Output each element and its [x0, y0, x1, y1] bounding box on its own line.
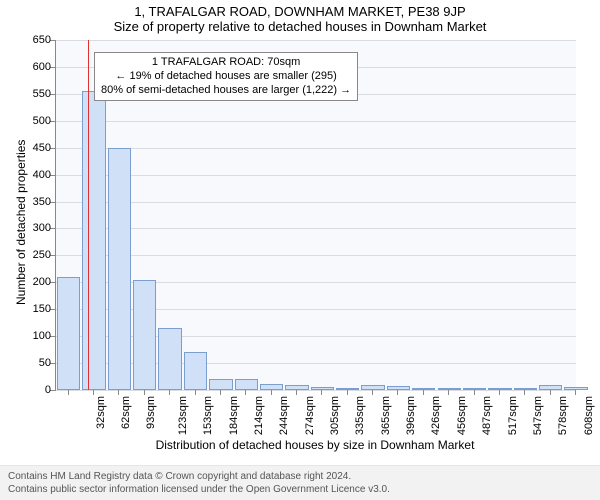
x-tick-label: 62sqm — [120, 396, 132, 429]
x-tick — [321, 390, 322, 395]
x-tick — [550, 390, 551, 395]
x-tick-label: 547sqm — [532, 396, 544, 435]
y-tick-label: 200 — [33, 276, 55, 288]
y-tick-label: 50 — [39, 357, 55, 369]
y-tick-label: 450 — [33, 142, 55, 154]
y-tick-label: 250 — [33, 249, 55, 261]
annotation-line: 1 TRAFALGAR ROAD: 70sqm — [101, 56, 351, 70]
x-tick-label: 32sqm — [95, 396, 107, 429]
x-tick-label: 365sqm — [380, 396, 392, 435]
y-axis-label: Number of detached properties — [14, 140, 28, 305]
y-tick-label: 0 — [45, 384, 55, 396]
x-tick — [195, 390, 196, 395]
x-tick — [372, 390, 373, 395]
x-tick — [271, 390, 272, 395]
x-tick-label: 487sqm — [481, 396, 493, 435]
y-tick-label: 300 — [33, 222, 55, 234]
x-tick-label: 274sqm — [304, 396, 316, 435]
x-tick — [397, 390, 398, 395]
attribution-footer: Contains HM Land Registry data © Crown c… — [0, 465, 600, 500]
page-title: 1, TRAFALGAR ROAD, DOWNHAM MARKET, PE38 … — [0, 0, 600, 19]
histogram-chart: 1 TRAFALGAR ROAD: 70sqm← 19% of detached… — [55, 40, 575, 390]
annotation-box: 1 TRAFALGAR ROAD: 70sqm← 19% of detached… — [94, 52, 358, 101]
x-tick — [423, 390, 424, 395]
x-tick-label: 608sqm — [583, 396, 595, 435]
x-tick-label: 517sqm — [507, 396, 519, 435]
y-tick-label: 150 — [33, 303, 55, 315]
footer-line: Contains HM Land Registry data © Crown c… — [8, 470, 592, 483]
y-tick-label: 600 — [33, 61, 55, 73]
gridline — [56, 255, 576, 256]
histogram-bar — [108, 148, 131, 390]
x-tick — [296, 390, 297, 395]
x-tick-label: 578sqm — [557, 396, 569, 435]
histogram-bar — [82, 91, 105, 390]
histogram-bar — [438, 388, 461, 390]
x-tick-label: 93sqm — [145, 396, 157, 429]
histogram-bar — [184, 352, 207, 390]
gridline — [56, 40, 576, 41]
y-tick-label: 500 — [33, 115, 55, 127]
x-tick-label: 123sqm — [177, 396, 189, 435]
x-tick — [347, 390, 348, 395]
annotation-line: 80% of semi-detached houses are larger (… — [101, 84, 351, 98]
gridline — [56, 202, 576, 203]
y-tick-label: 400 — [33, 169, 55, 181]
histogram-bar — [311, 387, 334, 390]
y-tick-label: 100 — [33, 330, 55, 342]
gridline — [56, 175, 576, 176]
histogram-bar — [158, 328, 181, 390]
x-tick-label: 244sqm — [278, 396, 290, 435]
gridline — [56, 228, 576, 229]
x-tick — [169, 390, 170, 395]
histogram-bar — [209, 379, 232, 390]
x-tick-label: 214sqm — [253, 396, 265, 435]
x-tick — [93, 390, 94, 395]
y-tick-label: 650 — [33, 34, 55, 46]
x-tick — [118, 390, 119, 395]
histogram-bar — [57, 277, 80, 390]
x-tick — [499, 390, 500, 395]
x-tick — [144, 390, 145, 395]
x-tick-label: 305sqm — [329, 396, 341, 435]
x-tick — [245, 390, 246, 395]
gridline — [56, 121, 576, 122]
x-tick — [575, 390, 576, 395]
page-subtitle: Size of property relative to detached ho… — [0, 19, 600, 36]
x-tick-label: 426sqm — [431, 396, 443, 435]
x-tick — [68, 390, 69, 395]
y-tick-label: 350 — [33, 196, 55, 208]
histogram-bar — [235, 379, 258, 390]
annotation-line: ← 19% of detached houses are smaller (29… — [101, 70, 351, 84]
x-tick-label: 153sqm — [202, 396, 214, 435]
y-tick-label: 550 — [33, 88, 55, 100]
x-tick-label: 335sqm — [354, 396, 366, 435]
x-tick-label: 184sqm — [228, 396, 240, 435]
x-tick — [448, 390, 449, 395]
x-tick-label: 396sqm — [405, 396, 417, 435]
plot-area: 1 TRAFALGAR ROAD: 70sqm← 19% of detached… — [55, 40, 576, 391]
histogram-bar — [133, 280, 156, 390]
x-axis-label: Distribution of detached houses by size … — [55, 438, 575, 452]
x-tick — [220, 390, 221, 395]
x-tick-label: 456sqm — [456, 396, 468, 435]
property-marker-line — [88, 40, 89, 390]
footer-line: Contains public sector information licen… — [8, 483, 592, 496]
gridline — [56, 148, 576, 149]
x-tick — [524, 390, 525, 395]
x-tick — [474, 390, 475, 395]
